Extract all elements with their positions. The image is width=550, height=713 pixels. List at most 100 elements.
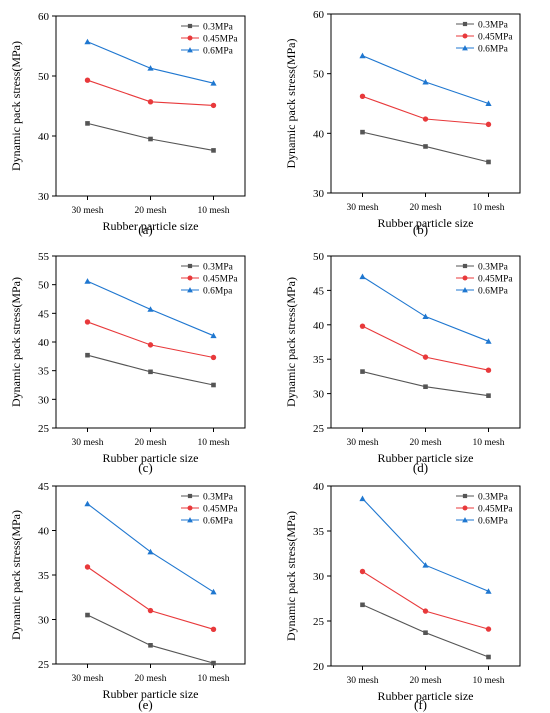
legend-entry: 0.45MPa	[181, 275, 238, 285]
legend-label: 0.45MPa	[203, 505, 238, 515]
legend-label: 0.6MPa	[203, 517, 234, 527]
x-tick-label: 10 mesh	[473, 438, 505, 448]
x-axis-title: Rubber particle size	[103, 687, 199, 701]
y-tick-label: 35	[313, 354, 325, 366]
y-axis-title: Dynamic pack stress(MPa)	[9, 41, 23, 171]
x-axis-title: Rubber particle size	[103, 451, 199, 465]
series-line	[87, 41, 214, 84]
chart-panel-c: 25 30 35 40 45 50 55 30 mesh 20 mesh 10 mesh Rubbe…	[0, 238, 272, 476]
y-axis-title: Dynamic pack stress(MPa)	[284, 511, 298, 641]
legend-entry: 0.3MPa	[181, 263, 234, 273]
x-tick-label: 30 mesh	[347, 676, 379, 686]
data-point	[359, 568, 366, 575]
data-point	[360, 369, 365, 374]
data-point	[359, 323, 366, 329]
data-point	[422, 354, 429, 360]
data-point	[84, 278, 91, 284]
y-tick-label: 25	[313, 423, 325, 435]
series-0.6MPa	[359, 495, 492, 594]
data-point	[359, 495, 366, 502]
data-point	[359, 52, 366, 59]
panel-label: (b)	[413, 222, 428, 237]
chart-panel-b: 30 40 50 60 30 mesh 20 mesh 10 mesh Rubber part…	[275, 0, 547, 238]
legend-entry: 0.6MPa	[456, 45, 509, 55]
series-line	[362, 371, 489, 397]
x-tick-label: 20 mesh	[135, 674, 167, 684]
series-0.6MPa	[359, 273, 492, 344]
x-tick-label: 20 mesh	[135, 438, 167, 448]
y-axis-title: Dynamic pack stress(MPa)	[9, 510, 23, 640]
legend-entry: 0.45MPa	[456, 275, 513, 285]
data-point	[422, 78, 429, 85]
legend-label: 0.3MPa	[203, 263, 234, 273]
legend-marker	[187, 47, 193, 53]
legend-entry: 0.6MPa	[456, 287, 509, 297]
data-point	[423, 384, 428, 390]
data-point	[147, 306, 154, 312]
x-tick-label: 30 mesh	[72, 438, 104, 448]
panel-label: (d)	[413, 460, 428, 475]
x-tick-label: 10 mesh	[473, 676, 505, 686]
legend-label: 0.3MPa	[478, 263, 509, 273]
y-axis-title: Dynamic pack stress(MPa)	[284, 39, 298, 169]
legend-label: 0.45MPa	[203, 275, 238, 285]
x-tick-label: 10 mesh	[198, 674, 230, 684]
legend-marker	[462, 517, 468, 523]
y-tick-label: 40	[313, 320, 325, 332]
y-tick-label: 50	[313, 251, 325, 263]
data-point	[422, 116, 429, 122]
legend-marker	[187, 517, 193, 523]
y-tick-label: 35	[313, 526, 325, 538]
series-line	[87, 614, 214, 664]
legend-label: 0.6MPa	[203, 47, 234, 57]
y-axis-title: Dynamic pack stress(MPa)	[9, 277, 23, 407]
legend-label: 0.3MPa	[478, 21, 509, 31]
y-tick-label: 50	[38, 280, 50, 292]
series-0.45MPa	[359, 323, 492, 373]
data-point	[211, 148, 216, 153]
data-point	[486, 159, 491, 165]
series-0.45MPa	[359, 568, 492, 632]
series-0.3MPa	[85, 352, 216, 388]
legend-label: 0.45MPa	[478, 275, 513, 285]
y-axis-title: Dynamic pack stress(MPa)	[284, 277, 298, 407]
y-tick-label: 40	[313, 128, 325, 140]
panel-label: (f)	[414, 697, 427, 712]
x-tick-label: 20 mesh	[410, 438, 442, 448]
data-point	[422, 313, 429, 320]
series-0.45MPa	[84, 319, 217, 361]
data-point	[485, 367, 492, 373]
y-tick-label: 60	[313, 9, 325, 21]
data-point	[359, 273, 366, 280]
data-point	[486, 393, 491, 398]
data-point	[84, 319, 91, 325]
series-line	[362, 276, 489, 342]
legend-entry: 0.3MPa	[456, 263, 509, 273]
legend-marker	[462, 33, 468, 39]
chart-panel-a: 30 40 50 60 30 mesh 20 mesh 10 mesh Rubber part…	[0, 0, 272, 238]
data-point	[210, 332, 217, 339]
data-point	[423, 144, 428, 149]
data-point	[147, 99, 154, 105]
data-point	[147, 65, 154, 71]
series-0.3MPa	[360, 129, 491, 165]
series-0.3MPa	[85, 121, 216, 153]
x-tick-label: 20 mesh	[410, 676, 442, 686]
y-tick-label: 40	[38, 337, 50, 349]
y-tick-label: 50	[313, 69, 325, 81]
chart-svg: 25 30 35 40 45 30 mesh 20 mesh 10 mesh Rubber pa…	[9, 481, 246, 712]
data-point	[148, 643, 153, 648]
legend-marker	[462, 505, 468, 511]
data-point	[210, 626, 217, 632]
x-tick-label: 20 mesh	[135, 206, 167, 216]
data-point	[422, 562, 429, 568]
data-point	[147, 342, 154, 348]
data-point	[85, 352, 90, 358]
legend-entry: 0.3MPa	[456, 493, 509, 503]
legend-entry: 0.6Mpa	[181, 287, 233, 297]
series-line	[362, 571, 489, 630]
legend-entry: 0.6MPa	[181, 517, 234, 527]
y-tick-label: 30	[38, 615, 50, 627]
legend-entry: 0.45MPa	[181, 35, 238, 45]
data-point	[422, 608, 429, 614]
